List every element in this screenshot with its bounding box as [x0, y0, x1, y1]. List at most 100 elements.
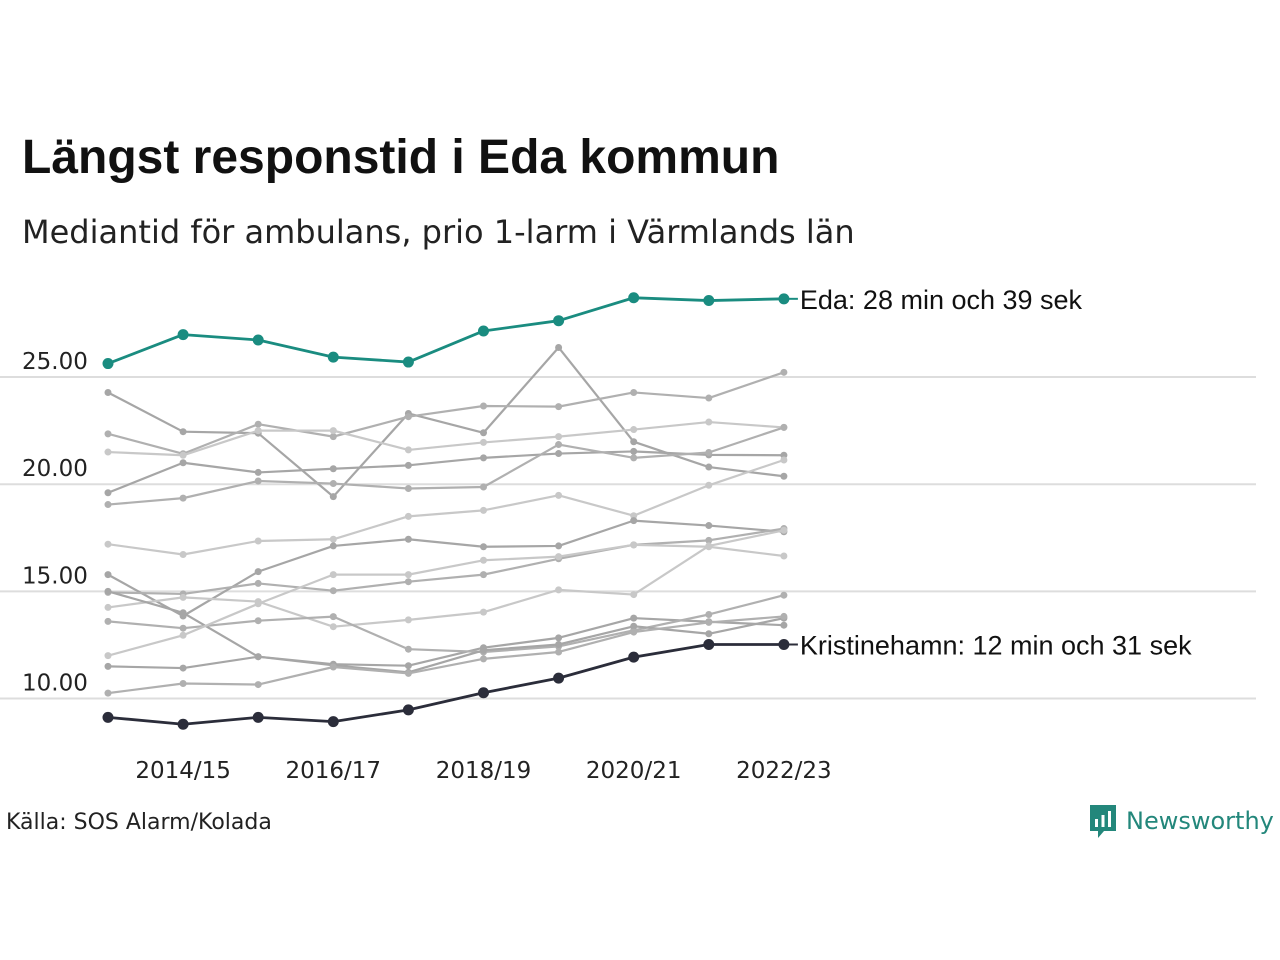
data-point	[254, 477, 262, 485]
series-line	[107, 543, 785, 657]
brand-name: Newsworthy	[1126, 807, 1274, 835]
data-point-eda	[402, 356, 414, 368]
data-point	[780, 526, 788, 534]
data-point	[254, 537, 262, 545]
data-point	[104, 489, 112, 497]
gridlines	[0, 376, 1256, 700]
series-labels: Eda: 28 min och 39 sek Kristinehamn: 12 m…	[783, 285, 1192, 660]
data-point	[555, 450, 563, 458]
data-point	[780, 423, 788, 431]
data-point	[630, 388, 638, 396]
data-point	[705, 630, 713, 638]
data-point	[404, 535, 412, 543]
data-point	[404, 446, 412, 454]
data-point	[705, 394, 713, 402]
source-note: Källa: SOS Alarm/Kolada	[6, 810, 272, 835]
data-point	[555, 634, 563, 642]
data-point	[480, 543, 487, 551]
data-point	[404, 461, 412, 469]
data-point	[104, 603, 112, 611]
data-point	[404, 662, 412, 670]
data-point	[254, 653, 262, 661]
data-point-kristinehamn	[177, 718, 189, 730]
data-point	[329, 663, 337, 671]
series-line	[107, 590, 784, 667]
data-point	[329, 433, 337, 441]
data-point	[404, 669, 412, 677]
data-point	[705, 448, 713, 456]
data-point	[480, 646, 487, 654]
series-line	[107, 420, 784, 457]
data-point	[254, 568, 262, 576]
data-point	[329, 542, 337, 550]
data-point	[555, 586, 563, 594]
data-point	[329, 623, 337, 631]
data-point-eda	[553, 315, 565, 327]
x-tick-label: 2020/21	[586, 758, 682, 784]
data-point	[179, 459, 187, 467]
series-line	[107, 371, 785, 455]
data-point	[104, 571, 112, 579]
data-point	[480, 454, 487, 462]
chart-subtitle: Mediantid för ambulans, prio 1-larm i Vä…	[22, 213, 855, 251]
data-point	[705, 543, 713, 551]
data-point	[179, 593, 187, 601]
data-point	[630, 591, 638, 599]
data-point	[555, 441, 563, 449]
data-point	[555, 553, 563, 561]
data-point	[705, 481, 713, 489]
data-point-kristinehamn	[252, 711, 264, 723]
series-label-eda: Eda: 28 min och 39 sek	[800, 285, 1083, 315]
data-point	[254, 420, 262, 428]
data-point	[179, 494, 187, 502]
y-tick-label: 15.00	[22, 563, 88, 589]
data-point	[780, 472, 788, 480]
data-point-eda	[478, 325, 489, 337]
data-point	[179, 664, 187, 672]
series-line-kristinehamn	[107, 643, 784, 726]
data-point-kristinehamn	[402, 704, 414, 716]
data-point	[179, 631, 187, 639]
data-point	[104, 652, 112, 660]
series-line	[107, 594, 785, 654]
data-point	[630, 454, 638, 462]
data-point	[254, 579, 262, 587]
data-point	[254, 468, 262, 476]
data-point	[404, 645, 412, 653]
x-tick-label: 2016/17	[286, 758, 382, 784]
data-point	[555, 542, 563, 550]
data-point	[179, 550, 187, 558]
data-point	[254, 617, 262, 625]
data-point	[404, 512, 412, 520]
data-point	[480, 429, 487, 437]
data-point-kristinehamn	[102, 711, 114, 723]
data-point	[480, 608, 487, 616]
data-point	[179, 451, 187, 459]
y-tick-label: 20.00	[22, 456, 88, 482]
data-point	[404, 413, 412, 421]
series-line	[107, 450, 784, 494]
data-point	[104, 501, 112, 509]
newsworthy-logo-icon	[1090, 805, 1116, 838]
data-point	[104, 587, 112, 595]
data-point	[179, 428, 187, 436]
data-point	[254, 681, 262, 689]
data-point	[254, 600, 262, 608]
data-point	[480, 506, 487, 514]
data-point	[555, 343, 563, 351]
data-point	[329, 571, 337, 579]
data-point	[630, 622, 638, 630]
data-point	[630, 438, 638, 446]
data-point	[555, 403, 563, 411]
data-point-kristinehamn	[327, 716, 339, 728]
data-point	[404, 578, 412, 586]
data-point-kristinehamn	[628, 651, 640, 663]
y-axis-ticks: 10.00 15.00 20.00 25.00	[22, 349, 88, 696]
series-line-eda	[107, 296, 784, 365]
data-point	[104, 662, 112, 670]
data-point	[480, 438, 487, 446]
data-point	[630, 517, 638, 525]
y-tick-label: 10.00	[22, 671, 88, 697]
data-point	[705, 463, 713, 471]
